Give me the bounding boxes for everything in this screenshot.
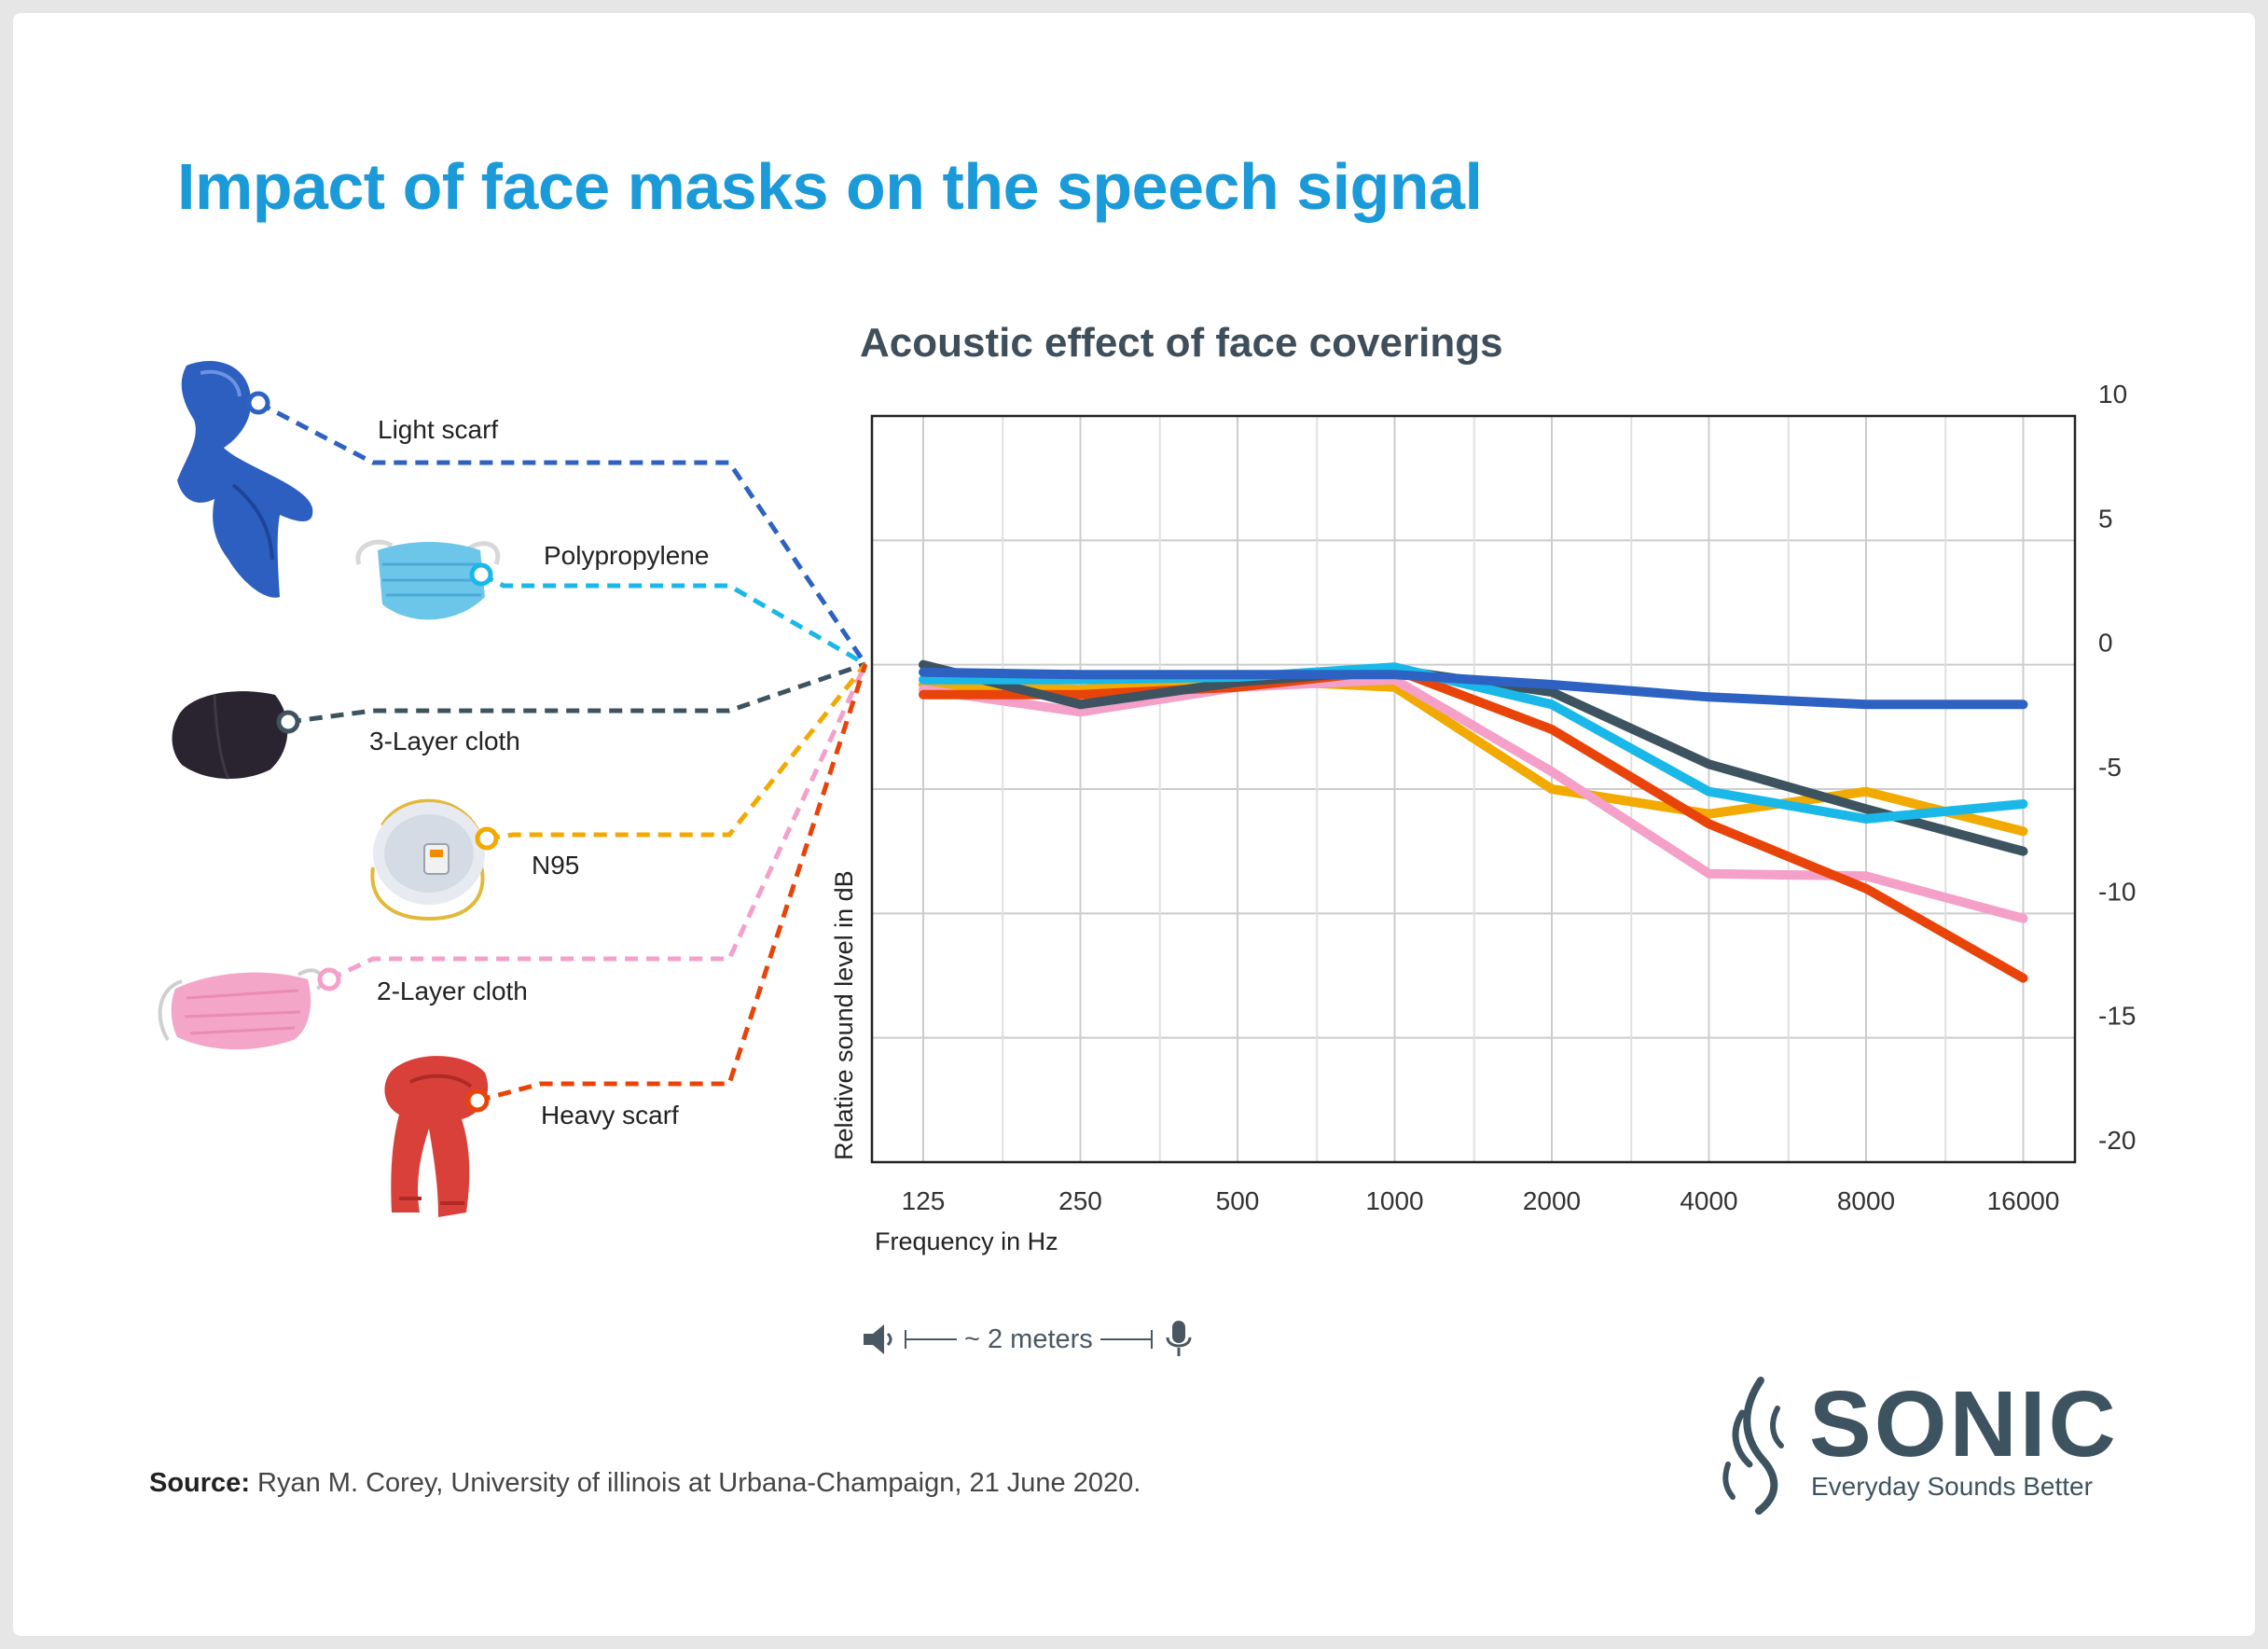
legend-marker-n95 [475,826,499,851]
legend-connector-light-scarf [256,400,868,666]
legend-label-n95: N95 [532,851,579,880]
series-line-heavy-scarf [919,665,2028,983]
legend-marker-light-scarf [246,391,270,415]
logo-wordmark: SONIC [1809,1372,2119,1476]
plot-frame [870,414,2077,1164]
main-title: Impact of face masks on the speech signa… [177,150,1483,223]
microphone-icon [1166,1321,1192,1356]
x-tick-label: 125 [902,1186,946,1215]
distance-indicator: ~ 2 meters [860,1319,1197,1360]
legend-marker-heavy-scarf [465,1088,490,1113]
source-label: Source: [149,1468,250,1498]
x-tick-label: 2000 [1523,1186,1581,1215]
legend-connector-3-layer-cloth [287,661,866,725]
legend-label-polypropylene: Polypropylene [544,541,709,570]
x-axis-label: Frequency in Hz [875,1227,1058,1255]
legend-connector-2-layer-cloth [327,662,868,982]
chart-axis-labels: 10 5 0 -5 -10 -15 -20 125 250 500 1000 2000 4000 8000… [830,380,2136,1255]
legend-connector-polypropylene [479,572,867,667]
y-tick-label: -5 [2098,753,2122,782]
x-tick-label: 4000 [1680,1186,1737,1215]
logo-tagline: Everyday Sounds Better [1811,1472,2093,1501]
series-line-light-scarf [919,667,2028,710]
surgical-mask-icon [355,539,501,620]
distance-arrow-left [905,1330,957,1349]
legend-connector-heavy-scarf [477,663,868,1103]
cloth-mask-icon [172,691,288,780]
x-tick-label: 16000 [1987,1186,2060,1215]
y-tick-label: -20 [2098,1126,2136,1155]
series-line-n95 [919,674,2028,837]
y-tick-label: 5 [2098,504,2113,533]
heavy-scarf-icon [384,1056,489,1217]
legend-connector-n95 [486,662,867,841]
y-tick-label: 0 [2098,629,2113,658]
legend-label-3-layer-cloth: 3-Layer cloth [369,727,520,755]
distance-arrow-right [1099,1330,1153,1349]
x-tick-label: 500 [1216,1186,1260,1215]
x-tick-label: 8000 [1837,1186,1895,1215]
source-text: Ryan M. Corey, University of illinois at… [257,1468,1141,1498]
legend-marker-3-layer-cloth [276,710,300,734]
y-tick-label: 10 [2098,380,2127,409]
legend-label-heavy-scarf: Heavy scarf [541,1101,679,1129]
chart-title: Acoustic effect of face coverings [860,320,1503,366]
sonic-logo: SONIC Everyday Sounds Better [1705,1371,2116,1520]
x-tick-label: 250 [1058,1186,1102,1215]
legend-label-2-layer-cloth: 2-Layer cloth [377,977,528,1005]
legend-label-light-scarf: Light scarf [378,415,498,444]
pink-cloth-mask-icon [158,968,324,1050]
sound-waves-icon [1722,1377,1784,1515]
legend-marker-polypropylene [469,562,493,587]
chart-grid [872,416,2075,1162]
source-citation: Source: Ryan M. Corey, University of ill… [149,1468,1141,1499]
legend-marker-2-layer-cloth [317,967,341,991]
speaker-icon [864,1324,892,1354]
x-tick-label: 1000 [1365,1186,1423,1215]
chart-series [919,659,2028,983]
y-tick-label: -15 [2098,1002,2136,1031]
light-scarf-icon [177,361,313,598]
legend: Light scarf Polypropylene 3-Layer cloth N95… [158,361,868,1217]
y-tick-label: -10 [2098,877,2136,906]
n95-mask-icon [370,798,485,922]
y-axis-label: Relative sound level in dB [830,870,858,1160]
distance-label: ~ 2 meters [964,1323,1093,1354]
